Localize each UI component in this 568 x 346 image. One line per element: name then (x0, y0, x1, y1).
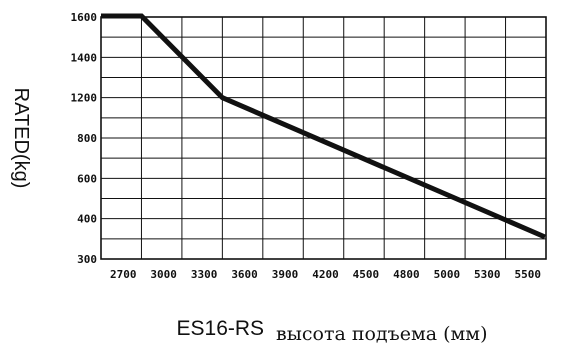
x-axis-label-desc: высота подъема (мм) (276, 323, 487, 345)
capacity-line (101, 13, 546, 240)
y-tick-label: 1200 (71, 92, 98, 105)
x-tick-label: 4800 (393, 268, 420, 281)
x-tick-label: 4200 (312, 268, 339, 281)
y-tick-label: 800 (77, 132, 97, 145)
x-tick-label: 4500 (353, 268, 380, 281)
y-axis-ticks: 300 400 600 800 1200 1400 1600 (71, 11, 98, 266)
x-axis-label-model: ES16-RS (177, 317, 265, 340)
x-axis-ticks: 2700 3000 3300 3600 3900 4200 4500 4800 5000 5300… (110, 268, 541, 281)
y-tick-label: 600 (77, 172, 97, 185)
x-axis-label: ES16-RS высота подъема (мм) (177, 317, 488, 345)
x-tick-label: 3600 (231, 268, 258, 281)
y-tick-label: 1400 (71, 51, 98, 64)
y-axis-label: RATED(kg) (10, 88, 32, 189)
x-tick-label: 5500 (515, 268, 542, 281)
plot-frame (100, 16, 547, 260)
y-tick-label: 1600 (71, 11, 98, 24)
y-tick-label: 400 (77, 213, 97, 226)
x-tick-label: 5000 (434, 268, 461, 281)
y-tick-label: 300 (77, 253, 97, 266)
grid (101, 17, 546, 259)
x-tick-label: 2700 (110, 268, 137, 281)
x-tick-label: 3300 (191, 268, 218, 281)
x-tick-label: 3000 (150, 268, 177, 281)
x-tick-label: 5300 (474, 268, 501, 281)
x-tick-label: 3900 (272, 268, 299, 281)
